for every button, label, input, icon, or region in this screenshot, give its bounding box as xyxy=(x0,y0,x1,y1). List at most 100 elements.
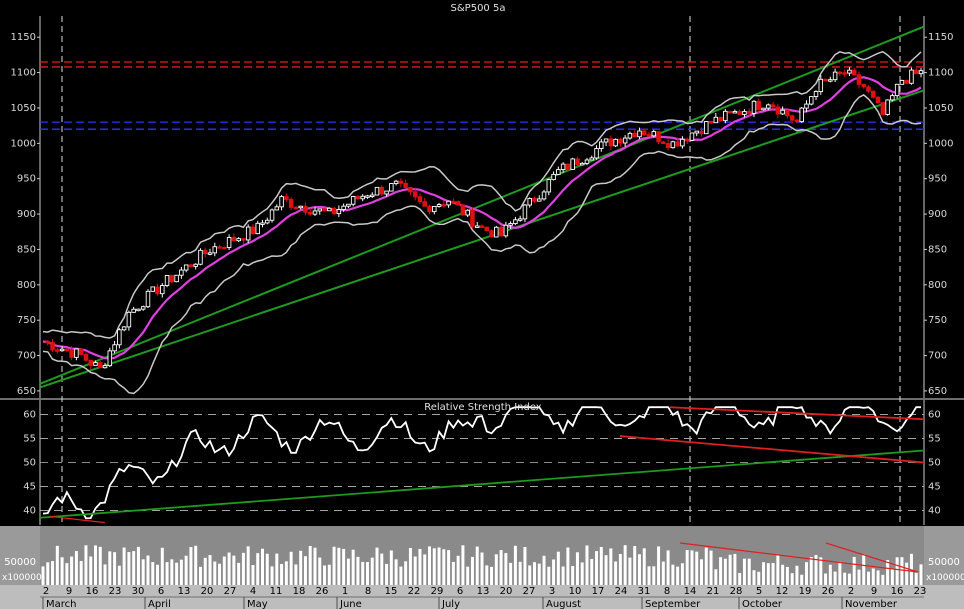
candle-body-up xyxy=(751,100,757,114)
volume-unit-label-right: x100000 xyxy=(926,573,964,583)
candle xyxy=(746,108,752,118)
rsi-tick-left: 50 xyxy=(23,458,36,469)
volume-bar xyxy=(752,570,756,585)
price-tick-right: 1000 xyxy=(928,138,953,149)
candle xyxy=(74,348,79,361)
candle-body-up xyxy=(818,78,824,93)
candle-body-up xyxy=(131,308,136,313)
volume-bar xyxy=(666,550,670,585)
candle-body-down xyxy=(284,196,289,200)
candle xyxy=(522,203,528,223)
candle xyxy=(465,209,470,218)
candle-body-down xyxy=(455,201,461,206)
candle xyxy=(145,289,151,309)
candle-body-down xyxy=(656,131,661,143)
candle-body-down xyxy=(789,115,795,121)
candle xyxy=(809,96,814,106)
volume-bar xyxy=(308,546,312,585)
date-day-label: 15 xyxy=(385,586,398,597)
candle xyxy=(527,197,532,208)
candle-body-up xyxy=(551,173,556,181)
candle xyxy=(918,68,924,78)
candle-body-down xyxy=(823,78,828,82)
volume-bar xyxy=(733,553,737,585)
candle-body-up xyxy=(336,209,342,215)
candle-body-up xyxy=(255,222,260,235)
candle-body-down xyxy=(98,362,103,369)
candle xyxy=(370,192,375,198)
candle xyxy=(98,360,103,369)
price-panel: 650 650 700 700 750 750 800 800 850 850 900 900 950 9… xyxy=(0,16,964,585)
candle-body-down xyxy=(641,130,647,136)
candle-body-down xyxy=(250,226,256,235)
candle xyxy=(207,248,213,256)
date-month-label: April xyxy=(148,599,171,609)
candle xyxy=(513,216,518,226)
volume-bar xyxy=(900,557,904,585)
candle-body-up xyxy=(894,83,900,97)
volume-bar xyxy=(614,561,618,585)
candle xyxy=(446,200,451,208)
candle xyxy=(894,83,900,99)
candle-body-down xyxy=(288,198,294,208)
candle-body-up xyxy=(474,225,480,228)
candle xyxy=(880,101,886,116)
date-day-label: 8 xyxy=(365,586,371,597)
candle xyxy=(866,84,871,93)
candle xyxy=(322,207,327,212)
candle xyxy=(594,145,599,160)
volume-bar xyxy=(447,550,451,585)
date-day-label: 9 xyxy=(871,586,877,597)
candle xyxy=(494,225,499,238)
candle xyxy=(64,347,70,353)
candle xyxy=(412,187,418,201)
candle xyxy=(231,233,237,242)
candle-body-down xyxy=(632,132,637,138)
volume-bar xyxy=(590,558,594,585)
volume-bar xyxy=(876,570,880,585)
candle xyxy=(432,205,437,215)
volume-bar xyxy=(847,573,851,585)
volume-bar xyxy=(537,563,541,585)
candle xyxy=(599,138,604,152)
candle-body-up xyxy=(809,96,814,105)
candle-body-up xyxy=(742,111,747,115)
candle xyxy=(389,183,394,192)
candle xyxy=(212,242,218,257)
date-axis: 2 9 16 23 30 6 13 20 27 4 11 18 26 1 8 15 22 29 6 13 20 27 3 10… xyxy=(0,585,964,609)
volume-bar xyxy=(194,545,198,585)
volume-bar xyxy=(781,564,785,585)
volume-bar xyxy=(55,545,59,585)
candle xyxy=(723,108,728,124)
candle-body-up xyxy=(164,275,170,286)
volume-bar xyxy=(346,558,350,585)
candle-body-up xyxy=(150,286,155,292)
candle xyxy=(789,114,795,124)
candle-body-up xyxy=(594,148,599,159)
candle-body-up xyxy=(832,71,838,81)
price-tick-left: 950 xyxy=(17,174,36,185)
candle xyxy=(59,346,65,352)
candle xyxy=(804,100,809,113)
volume-bar xyxy=(385,563,389,585)
candle xyxy=(632,130,637,138)
date-month-label: June xyxy=(339,599,362,609)
candle xyxy=(670,140,676,149)
volume-bar xyxy=(766,563,770,585)
candle xyxy=(327,207,332,212)
candle-body-up xyxy=(556,169,561,175)
candle-body-down xyxy=(708,121,714,124)
candle xyxy=(584,157,590,166)
candle-body-down xyxy=(322,208,327,212)
candle-body-up xyxy=(59,348,65,352)
date-day-label: 31 xyxy=(638,586,651,597)
volume-tick-right: 50000 xyxy=(928,557,960,568)
volume-bar xyxy=(289,551,293,585)
volume-bar xyxy=(838,561,842,585)
date-day-label: 2 xyxy=(848,586,854,597)
volume-bar xyxy=(113,552,117,585)
volume-bar xyxy=(51,561,55,585)
volume-bar xyxy=(418,548,422,585)
date-day-label: 26 xyxy=(822,586,835,597)
candle-body-down xyxy=(618,138,623,144)
